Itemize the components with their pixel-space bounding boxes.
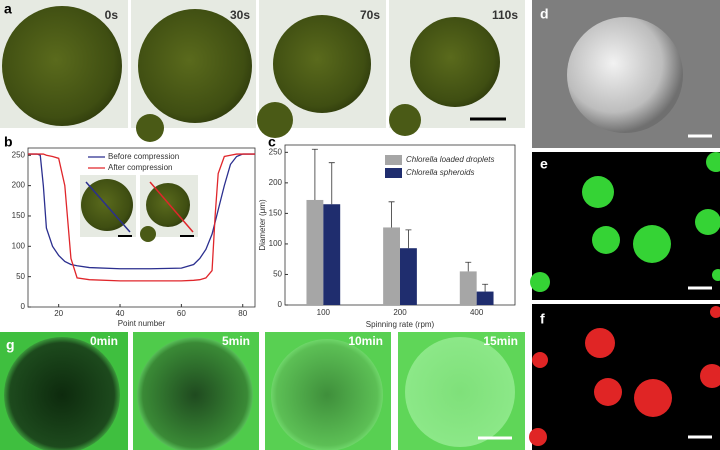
bar [400, 248, 417, 305]
y-tick-label: 0 [21, 302, 26, 311]
frame-time: 30s [230, 8, 250, 22]
panel-letter: e [540, 156, 548, 172]
bar [476, 291, 494, 305]
frame-time: 5min [222, 334, 250, 348]
panel-letter: d [540, 6, 549, 22]
x-tick-label: 200 [393, 308, 407, 317]
fluorescence-image [532, 304, 720, 450]
data-line [28, 153, 255, 282]
y-tick-label: 150 [12, 211, 26, 220]
x-tick-label: 60 [177, 309, 186, 318]
bar [306, 199, 324, 305]
legend-label: Chlorella spheroids [406, 168, 474, 177]
x-tick-label: 20 [54, 309, 63, 318]
error-bar [465, 261, 472, 272]
frame-time: 10min [348, 334, 383, 348]
error-bar [311, 148, 318, 200]
fluorescence-image [532, 152, 720, 300]
legend-label: After compression [108, 163, 172, 172]
y-tick-label: 100 [269, 239, 283, 248]
panel-g [0, 332, 525, 450]
panel-letter: f [540, 311, 545, 327]
sem-spheroid [567, 17, 683, 133]
y-tick-label: 50 [273, 270, 282, 279]
error-bar [482, 283, 489, 292]
frame-time: 110s [492, 8, 518, 22]
panel-letter: g [6, 337, 15, 353]
frame-time: 0s [105, 8, 119, 22]
panel-letter: a [4, 1, 12, 17]
x-tick-label: 40 [116, 309, 125, 318]
data-line [28, 153, 255, 270]
panel-a [0, 0, 525, 142]
frame-time: 15min [483, 334, 518, 348]
error-bar [388, 201, 395, 228]
y-tick-label: 200 [269, 178, 283, 187]
y-tick-label: 150 [269, 209, 283, 218]
y-tick-label: 100 [12, 241, 26, 250]
x-tick-label: 80 [238, 309, 247, 318]
red-spheroids [529, 306, 720, 446]
legend-label: Chlorella loaded droplets [406, 155, 495, 164]
y-tick-label: 0 [278, 300, 283, 309]
y-tick-label: 250 [12, 150, 26, 159]
bar [323, 204, 341, 305]
x-axis-label: Point number [118, 319, 166, 328]
bar [459, 271, 477, 305]
y-tick-label: 200 [12, 181, 26, 190]
y-tick-label: 250 [269, 147, 283, 156]
y-tick-label: 50 [16, 272, 25, 281]
error-bar [405, 229, 412, 249]
bar [383, 227, 400, 305]
panel-letter: c [268, 134, 276, 150]
legend-swatch [385, 168, 402, 178]
green-spheroids [530, 152, 720, 292]
inset-images [80, 175, 198, 242]
panel-letter: b [4, 134, 13, 150]
legend-swatch [385, 155, 402, 165]
frame-time: 0min [90, 334, 118, 348]
legend-label: Before compression [108, 152, 179, 161]
y-axis-label: Diameter (μm) [258, 199, 267, 251]
plot-frame [27, 147, 256, 308]
x-tick-label: 400 [470, 308, 484, 317]
frame-time: 70s [360, 8, 380, 22]
x-axis-label: Spinning rate (rpm) [366, 320, 435, 329]
error-bar [328, 162, 335, 205]
x-tick-label: 100 [317, 308, 331, 317]
